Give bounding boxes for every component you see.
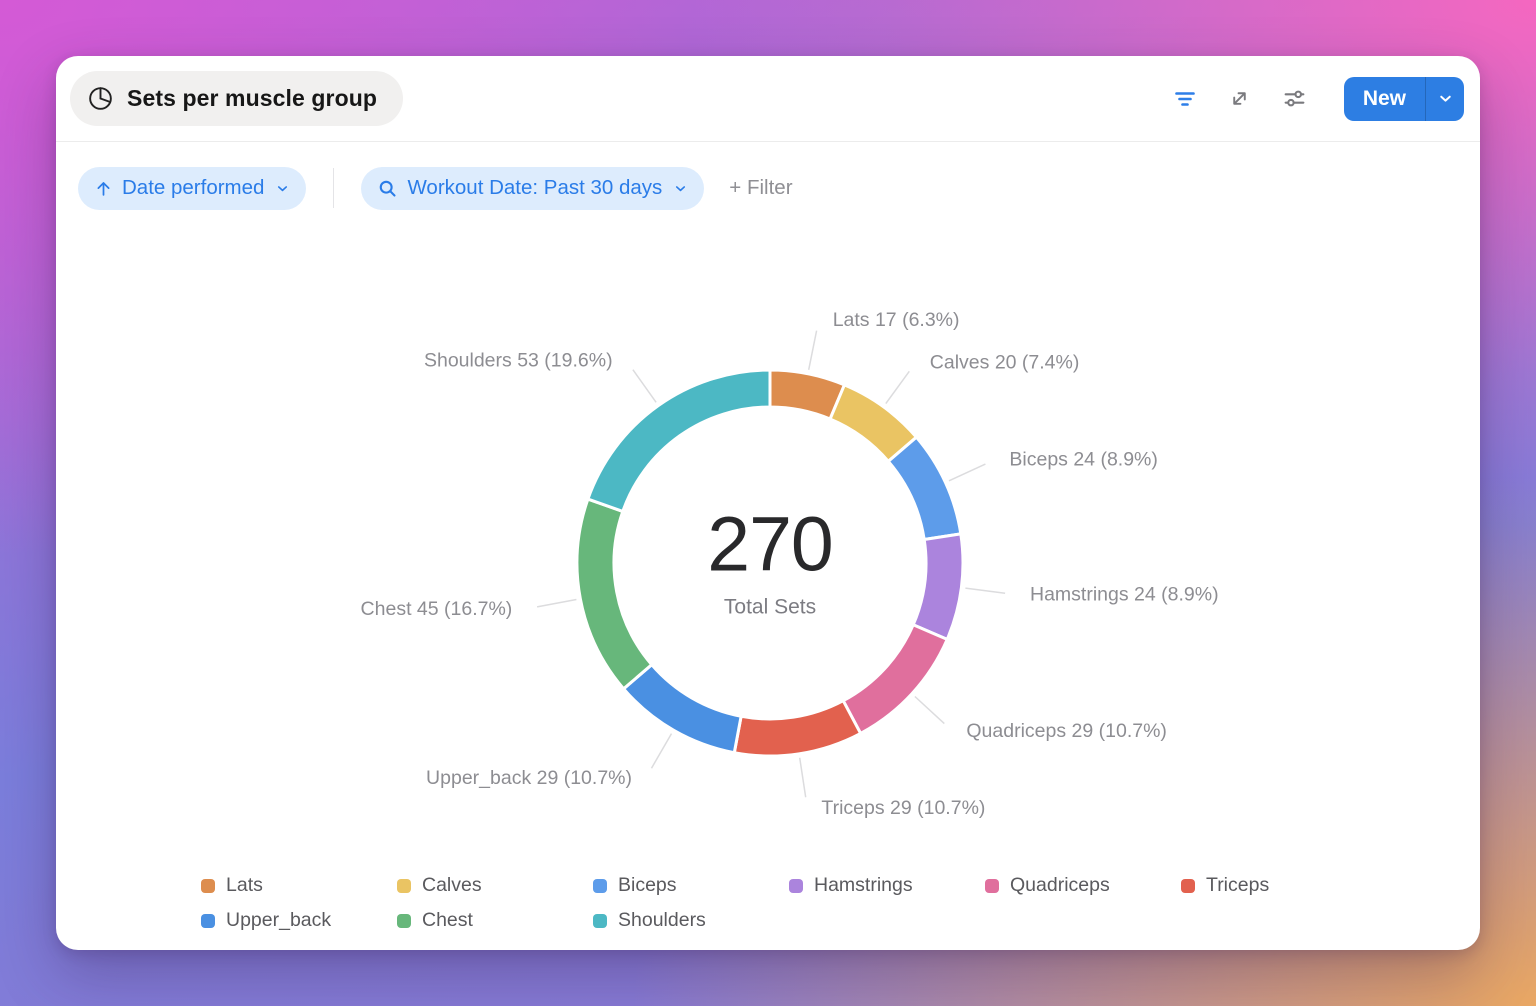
page-title: Sets per muscle group xyxy=(127,85,378,111)
new-button-divider xyxy=(1425,76,1426,121)
legend-swatch xyxy=(985,878,999,893)
legend-item-quadriceps[interactable]: Quadriceps xyxy=(985,874,1181,897)
donut-segment-hamstrings[interactable] xyxy=(911,532,965,641)
legend-swatch xyxy=(593,913,607,928)
legend-item-chest[interactable]: Chest xyxy=(397,909,593,932)
donut-segment-chest[interactable] xyxy=(575,497,654,691)
label-leader-line xyxy=(948,463,986,482)
header-divider xyxy=(56,141,1480,142)
label-leader-line xyxy=(536,598,577,608)
pie-chart-icon xyxy=(87,85,114,112)
view-title-chip[interactable]: Sets per muscle group xyxy=(70,71,404,126)
legend-swatch xyxy=(593,878,607,893)
add-filter-button[interactable]: + Filter xyxy=(729,176,793,199)
chart-card: Sets per muscle group N xyxy=(56,56,1480,950)
date-filter-chip[interactable]: Workout Date: Past 30 days xyxy=(361,166,705,210)
arrow-up-icon xyxy=(94,179,113,198)
legend-item-shoulders[interactable]: Shoulders xyxy=(593,909,789,932)
sort-chip[interactable]: Date performed xyxy=(78,166,307,210)
filter-divider xyxy=(333,168,335,208)
legend-item-hamstrings[interactable]: Hamstrings xyxy=(789,874,985,897)
header-actions: New xyxy=(1172,76,1464,121)
legend-label: Hamstrings xyxy=(814,874,913,896)
total-sets-value: 270 xyxy=(707,501,833,588)
search-icon xyxy=(377,178,398,199)
chevron-down-icon xyxy=(1437,90,1454,107)
donut-segment-upper_back[interactable] xyxy=(622,663,743,755)
legend-label: Biceps xyxy=(618,874,677,896)
legend-label: Quadriceps xyxy=(1010,874,1110,896)
new-button-label: New xyxy=(1362,86,1406,110)
donut-segment-quadriceps[interactable] xyxy=(841,623,949,735)
segment-label-shoulders: Shoulders 53 (19.6%) xyxy=(424,350,613,372)
new-dropdown-button[interactable] xyxy=(1426,77,1464,121)
legend-item-biceps[interactable]: Biceps xyxy=(593,874,789,897)
label-leader-line xyxy=(798,757,807,798)
legend-label: Calves xyxy=(422,874,482,896)
legend-label: Lats xyxy=(226,874,263,896)
segment-label-calves: Calves 20 (7.4%) xyxy=(930,351,1080,373)
filter-row: Date performed Workout Date: Past 30 day… xyxy=(78,166,793,210)
legend-label: Triceps xyxy=(1206,874,1270,896)
donut-center: 270 Total Sets xyxy=(630,501,910,620)
sort-chip-label: Date performed xyxy=(122,176,265,199)
label-leader-line xyxy=(632,369,657,403)
label-leader-line xyxy=(807,330,818,370)
date-filter-label: Workout Date: Past 30 days xyxy=(407,176,663,199)
new-button[interactable]: New xyxy=(1344,77,1425,121)
label-leader-line xyxy=(965,587,1006,595)
legend-item-triceps[interactable]: Triceps xyxy=(1181,874,1377,897)
segment-label-upper_back: Upper_back 29 (10.7%) xyxy=(426,767,632,789)
legend-swatch xyxy=(1181,878,1195,893)
legend-swatch xyxy=(201,878,215,893)
sliders-icon[interactable] xyxy=(1282,86,1308,112)
donut-segment-biceps[interactable] xyxy=(886,435,963,541)
legend-swatch xyxy=(397,878,411,893)
segment-label-biceps: Biceps 24 (8.9%) xyxy=(1009,449,1158,471)
legend-label: Upper_back xyxy=(226,909,332,931)
legend-label: Shoulders xyxy=(618,909,706,931)
new-split-button: New xyxy=(1343,76,1464,121)
legend-item-calves[interactable]: Calves xyxy=(397,874,593,897)
donut-segment-triceps[interactable] xyxy=(732,699,863,758)
chevron-down-icon xyxy=(275,181,290,196)
segment-label-hamstrings: Hamstrings 24 (8.9%) xyxy=(1030,584,1219,606)
donut-segment-shoulders[interactable] xyxy=(586,368,772,513)
label-leader-line xyxy=(914,695,945,725)
chevron-down-icon xyxy=(673,181,688,196)
label-leader-line xyxy=(650,733,673,769)
legend-swatch xyxy=(201,913,215,928)
legend-swatch xyxy=(397,913,411,928)
segment-label-lats: Lats 17 (6.3%) xyxy=(833,309,960,331)
legend-swatch xyxy=(789,878,803,893)
legend-item-lats[interactable]: Lats xyxy=(201,874,397,897)
chart-legend: Lats Calves Biceps Hamstrings Quadriceps Tric… xyxy=(201,874,1377,932)
legend-label: Chest xyxy=(422,909,473,931)
segment-label-quadriceps: Quadriceps 29 (10.7%) xyxy=(966,720,1167,742)
segment-label-triceps: Triceps 29 (10.7%) xyxy=(821,797,985,819)
label-leader-line xyxy=(885,370,910,405)
total-sets-label: Total Sets xyxy=(723,595,817,619)
legend-item-upper_back[interactable]: Upper_back xyxy=(201,909,397,932)
segment-label-chest: Chest 45 (16.7%) xyxy=(361,598,513,620)
expand-icon[interactable] xyxy=(1227,86,1253,112)
card-header: Sets per muscle group N xyxy=(56,56,1480,141)
filter-lines-icon[interactable] xyxy=(1172,86,1198,112)
